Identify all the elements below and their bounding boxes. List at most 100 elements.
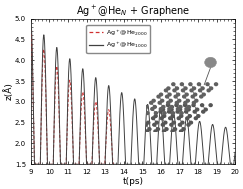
Circle shape — [205, 57, 216, 68]
Circle shape — [161, 108, 165, 111]
Circle shape — [186, 99, 189, 102]
Circle shape — [185, 93, 188, 96]
X-axis label: t(ps): t(ps) — [122, 177, 143, 186]
Circle shape — [175, 134, 178, 137]
Circle shape — [197, 83, 200, 86]
Circle shape — [159, 108, 162, 110]
Circle shape — [155, 121, 158, 124]
Circle shape — [168, 110, 171, 113]
Circle shape — [164, 121, 167, 124]
Circle shape — [151, 108, 154, 110]
Circle shape — [165, 128, 168, 130]
Circle shape — [187, 105, 191, 108]
Circle shape — [189, 83, 192, 86]
Circle shape — [186, 117, 189, 120]
Circle shape — [196, 108, 199, 111]
Circle shape — [192, 101, 195, 104]
Circle shape — [171, 130, 174, 133]
Circle shape — [165, 89, 167, 92]
Circle shape — [182, 89, 185, 92]
Circle shape — [150, 101, 153, 104]
Circle shape — [165, 95, 169, 98]
Circle shape — [167, 101, 170, 104]
Circle shape — [154, 115, 157, 117]
Circle shape — [180, 112, 183, 115]
Circle shape — [181, 121, 184, 124]
Circle shape — [147, 121, 150, 124]
Circle shape — [185, 108, 188, 110]
Circle shape — [184, 101, 187, 104]
Circle shape — [152, 99, 155, 102]
Circle shape — [179, 108, 182, 111]
Circle shape — [180, 130, 183, 133]
Circle shape — [162, 105, 165, 108]
Circle shape — [192, 104, 195, 107]
Y-axis label: z(Å): z(Å) — [3, 82, 13, 100]
Circle shape — [209, 104, 212, 107]
Circle shape — [197, 115, 200, 117]
Circle shape — [176, 108, 180, 110]
Circle shape — [154, 130, 157, 133]
Circle shape — [207, 89, 210, 92]
Circle shape — [153, 105, 156, 108]
Circle shape — [169, 117, 172, 120]
Circle shape — [190, 89, 193, 92]
Circle shape — [202, 110, 205, 113]
Circle shape — [172, 83, 175, 86]
Circle shape — [163, 130, 165, 133]
Circle shape — [215, 83, 217, 86]
Circle shape — [156, 128, 159, 130]
Circle shape — [170, 108, 173, 111]
Circle shape — [163, 112, 166, 115]
Circle shape — [142, 108, 145, 110]
Circle shape — [146, 112, 149, 115]
Circle shape — [166, 134, 169, 137]
Circle shape — [200, 95, 203, 98]
Circle shape — [178, 99, 181, 102]
Circle shape — [194, 93, 197, 96]
Circle shape — [148, 128, 151, 130]
Circle shape — [149, 134, 152, 137]
Circle shape — [145, 130, 148, 133]
Circle shape — [209, 87, 213, 90]
Circle shape — [174, 95, 177, 98]
Circle shape — [182, 128, 185, 130]
Circle shape — [194, 117, 197, 120]
Circle shape — [154, 112, 157, 115]
Circle shape — [187, 108, 190, 111]
Circle shape — [160, 117, 163, 120]
Circle shape — [189, 121, 192, 124]
Circle shape — [172, 112, 174, 115]
Circle shape — [183, 95, 186, 98]
Circle shape — [175, 87, 179, 90]
Circle shape — [168, 93, 171, 96]
Circle shape — [177, 93, 180, 96]
Circle shape — [201, 87, 204, 90]
Circle shape — [163, 115, 166, 117]
Circle shape — [202, 93, 205, 96]
Circle shape — [185, 110, 188, 113]
Circle shape — [206, 83, 209, 86]
Circle shape — [153, 123, 156, 126]
Circle shape — [157, 95, 160, 98]
Circle shape — [200, 104, 204, 107]
Circle shape — [159, 110, 162, 113]
Circle shape — [169, 99, 172, 102]
Circle shape — [195, 99, 198, 102]
Circle shape — [173, 89, 176, 92]
Circle shape — [145, 105, 148, 108]
Circle shape — [174, 128, 177, 130]
Circle shape — [161, 123, 165, 126]
Circle shape — [158, 101, 161, 104]
Circle shape — [191, 95, 194, 98]
Circle shape — [152, 117, 155, 120]
Circle shape — [166, 104, 169, 107]
Circle shape — [167, 87, 170, 90]
Circle shape — [159, 93, 163, 96]
Legend: Ag$^+$@He$_{2000}$, Ag$^+$@He$_{1000}$: Ag$^+$@He$_{2000}$, Ag$^+$@He$_{1000}$ — [86, 25, 150, 53]
Circle shape — [177, 117, 180, 120]
Circle shape — [170, 123, 173, 126]
Circle shape — [192, 87, 196, 90]
Circle shape — [172, 121, 175, 124]
Circle shape — [183, 104, 187, 107]
